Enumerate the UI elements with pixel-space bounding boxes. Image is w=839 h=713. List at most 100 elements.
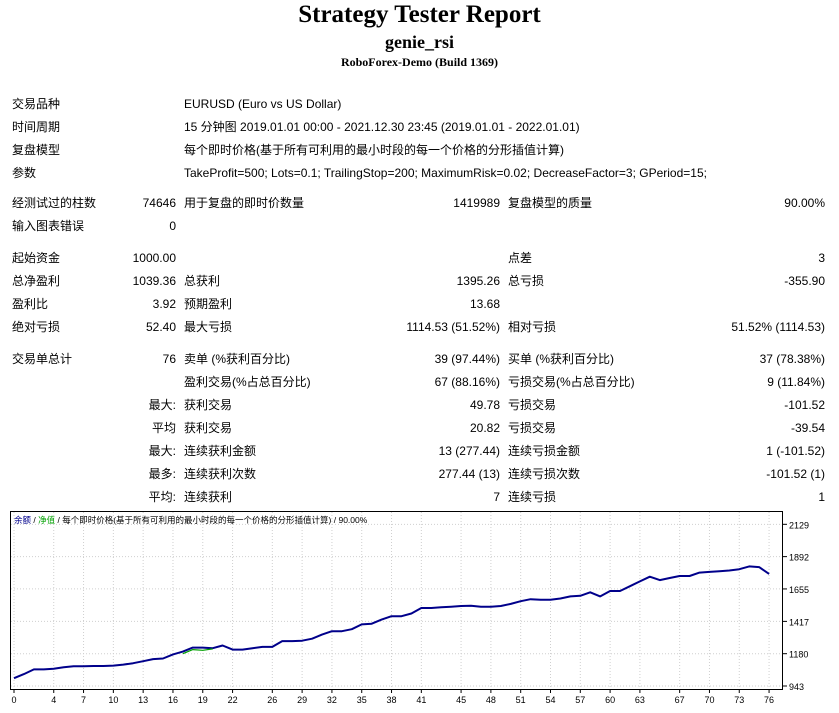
x-tick-label: 22: [228, 695, 238, 705]
x-tick-label: 70: [704, 695, 714, 705]
net-profit-label: 总净盈利: [12, 274, 61, 288]
gross-profit-value: 1395.26: [456, 274, 500, 288]
x-tick-label: 13: [138, 695, 148, 705]
balance-line: [13, 565, 770, 680]
period-label: 时间周期: [12, 120, 61, 134]
profit-trades-label: 盈利交易(%占总百分比): [184, 375, 311, 389]
total-trades-value: 76: [162, 352, 176, 366]
max-consecutive-losses-label: 连续亏损金额: [508, 444, 581, 458]
long-positions-label: 买单 (%获利百分比): [508, 352, 614, 366]
x-tick-label: 51: [516, 695, 526, 705]
chart-series: [13, 565, 770, 680]
x-tick-label: 54: [545, 695, 555, 705]
x-tick-label: 0: [11, 695, 16, 705]
y-tick-label: 1180: [789, 650, 808, 660]
legend-separator-2: /: [55, 515, 62, 525]
legend-model: 每个即时价格(基于所有可利用的最小时段的每一个价格的分形插值计算) / 90.0…: [62, 515, 368, 525]
quality-label: 复盘模型的质量: [508, 196, 593, 210]
y-tick-label: 2129: [789, 520, 809, 530]
errors-value: 0: [169, 219, 176, 233]
x-tick-label: 26: [267, 695, 277, 705]
x-tick-label: 57: [575, 695, 585, 705]
x-tick-label: 29: [297, 695, 307, 705]
legend-equity: 净值: [38, 515, 56, 525]
x-tick-label: 63: [635, 695, 645, 705]
x-tick-label: 67: [675, 695, 685, 705]
x-tick-label: 7: [81, 695, 86, 705]
ticks-label: 用于复盘的即时价数量: [184, 196, 305, 210]
largest-profit-label: 获利交易: [184, 398, 233, 412]
average-profit-label: 获利交易: [184, 421, 233, 435]
maximal-drawdown-value: 1114.53 (51.52%): [406, 320, 500, 334]
profit-factor-label: 盈利比: [12, 297, 49, 311]
max-consecutive-profit-label: 连续获利次数: [184, 467, 257, 481]
spread-value: 3: [818, 251, 825, 265]
legend-separator-1: /: [31, 515, 38, 525]
x-tick-label: 45: [456, 695, 466, 705]
average2-label: 平均:: [148, 490, 176, 504]
maximum-label: 最大:: [148, 444, 176, 458]
x-tick-label: 76: [764, 695, 774, 705]
ticks-value: 1419989: [453, 196, 500, 210]
balance-chart: 余额 / 净值 / 每个即时价格(基于所有可利用的最小时段的每一个价格的分形插值…: [10, 511, 809, 705]
y-axis-ticks: 943 1180 1417 1655 1892 2129: [782, 520, 809, 692]
max-consecutive-profit-value: 277.44 (13): [438, 467, 500, 481]
x-tick-label: 60: [605, 695, 615, 705]
net-profit-value: 1039.36: [132, 274, 176, 288]
params-label: 参数: [12, 166, 37, 180]
x-tick-label: 48: [486, 695, 496, 705]
expected-payoff-value: 13.68: [469, 297, 500, 311]
largest-loss-label: 亏损交易: [508, 398, 557, 412]
max-consecutive-loss-value: -101.52 (1): [766, 467, 825, 481]
gross-loss-label: 总亏损: [508, 274, 545, 288]
average-profit-value: 20.82: [469, 421, 500, 435]
period-value: 15 分钟图 2019.01.01 00:00 - 2021.12.30 23:…: [184, 120, 580, 134]
chart-legend: 余额 / 净值 / 每个即时价格(基于所有可利用的最小时段的每一个价格的分形插值…: [14, 515, 368, 525]
max-consecutive-losses-value: 1 (-101.52): [766, 444, 825, 458]
legend-balance: 余额: [14, 515, 32, 525]
avg-consecutive-wins-label: 连续获利: [184, 490, 233, 504]
maximal-drawdown-label: 最大亏损: [184, 320, 233, 334]
x-tick-label: 16: [168, 695, 178, 705]
max-consecutive-loss-label: 连续亏损次数: [508, 467, 581, 481]
bars-value: 74646: [142, 196, 176, 210]
loss-trades-label: 亏损交易(%占总百分比): [508, 375, 635, 389]
bars-label: 经测试过的柱数: [12, 196, 97, 210]
deposit-label: 起始资金: [12, 251, 61, 265]
short-positions-label: 卖单 (%获利百分比): [184, 352, 290, 366]
report-title: Strategy Tester Report: [298, 1, 541, 28]
x-tick-label: 19: [198, 695, 208, 705]
quality-value: 90.00%: [784, 196, 825, 210]
max-consecutive-wins-value: 13 (277.44): [438, 444, 500, 458]
average-label: 平均: [151, 421, 176, 435]
relative-drawdown-label: 相对亏损: [508, 320, 557, 334]
loss-trades-value: 9 (11.84%): [767, 375, 825, 389]
largest-profit-value: 49.78: [469, 398, 500, 412]
absolute-drawdown-label: 绝对亏损: [12, 320, 61, 334]
x-tick-label: 35: [357, 695, 367, 705]
chart-plot-area: [10, 511, 783, 690]
largest-label: 最大:: [148, 398, 176, 412]
max-consecutive-wins-label: 连续获利金额: [184, 444, 257, 458]
equity-line: [182, 648, 213, 655]
avg-consecutive-wins-value: 7: [493, 490, 500, 504]
largest-loss-value: -101.52: [784, 398, 825, 412]
y-tick-label: 943: [789, 682, 804, 692]
avg-consecutive-losses-value: 1: [818, 490, 825, 504]
y-tick-label: 1892: [789, 553, 809, 563]
total-trades-label: 交易单总计: [12, 352, 73, 366]
gross-profit-label: 总获利: [184, 274, 221, 288]
model-value: 每个即时价格(基于所有可利用的最小时段的每一个价格的分形插值计算): [184, 143, 564, 157]
params-value: TakeProfit=500; Lots=0.1; TrailingStop=2…: [184, 166, 707, 180]
profit-factor-value: 3.92: [152, 297, 176, 311]
x-tick-label: 10: [108, 695, 118, 705]
relative-drawdown-value: 51.52% (1114.53): [731, 320, 825, 334]
x-tick-label: 73: [734, 695, 744, 705]
short-positions-value: 39 (97.44%): [434, 352, 500, 366]
maximal-label: 最多:: [148, 467, 176, 481]
x-tick-label: 38: [387, 695, 397, 705]
spread-label: 点差: [508, 251, 533, 265]
errors-label: 输入图表错误: [12, 219, 85, 233]
deposit-value: 1000.00: [132, 251, 176, 265]
x-axis-ticks: 0 4 7 10 13 16 19 22 26 29 32 35 38 41 45 48 51 54 57 60 63 6…: [11, 689, 774, 705]
